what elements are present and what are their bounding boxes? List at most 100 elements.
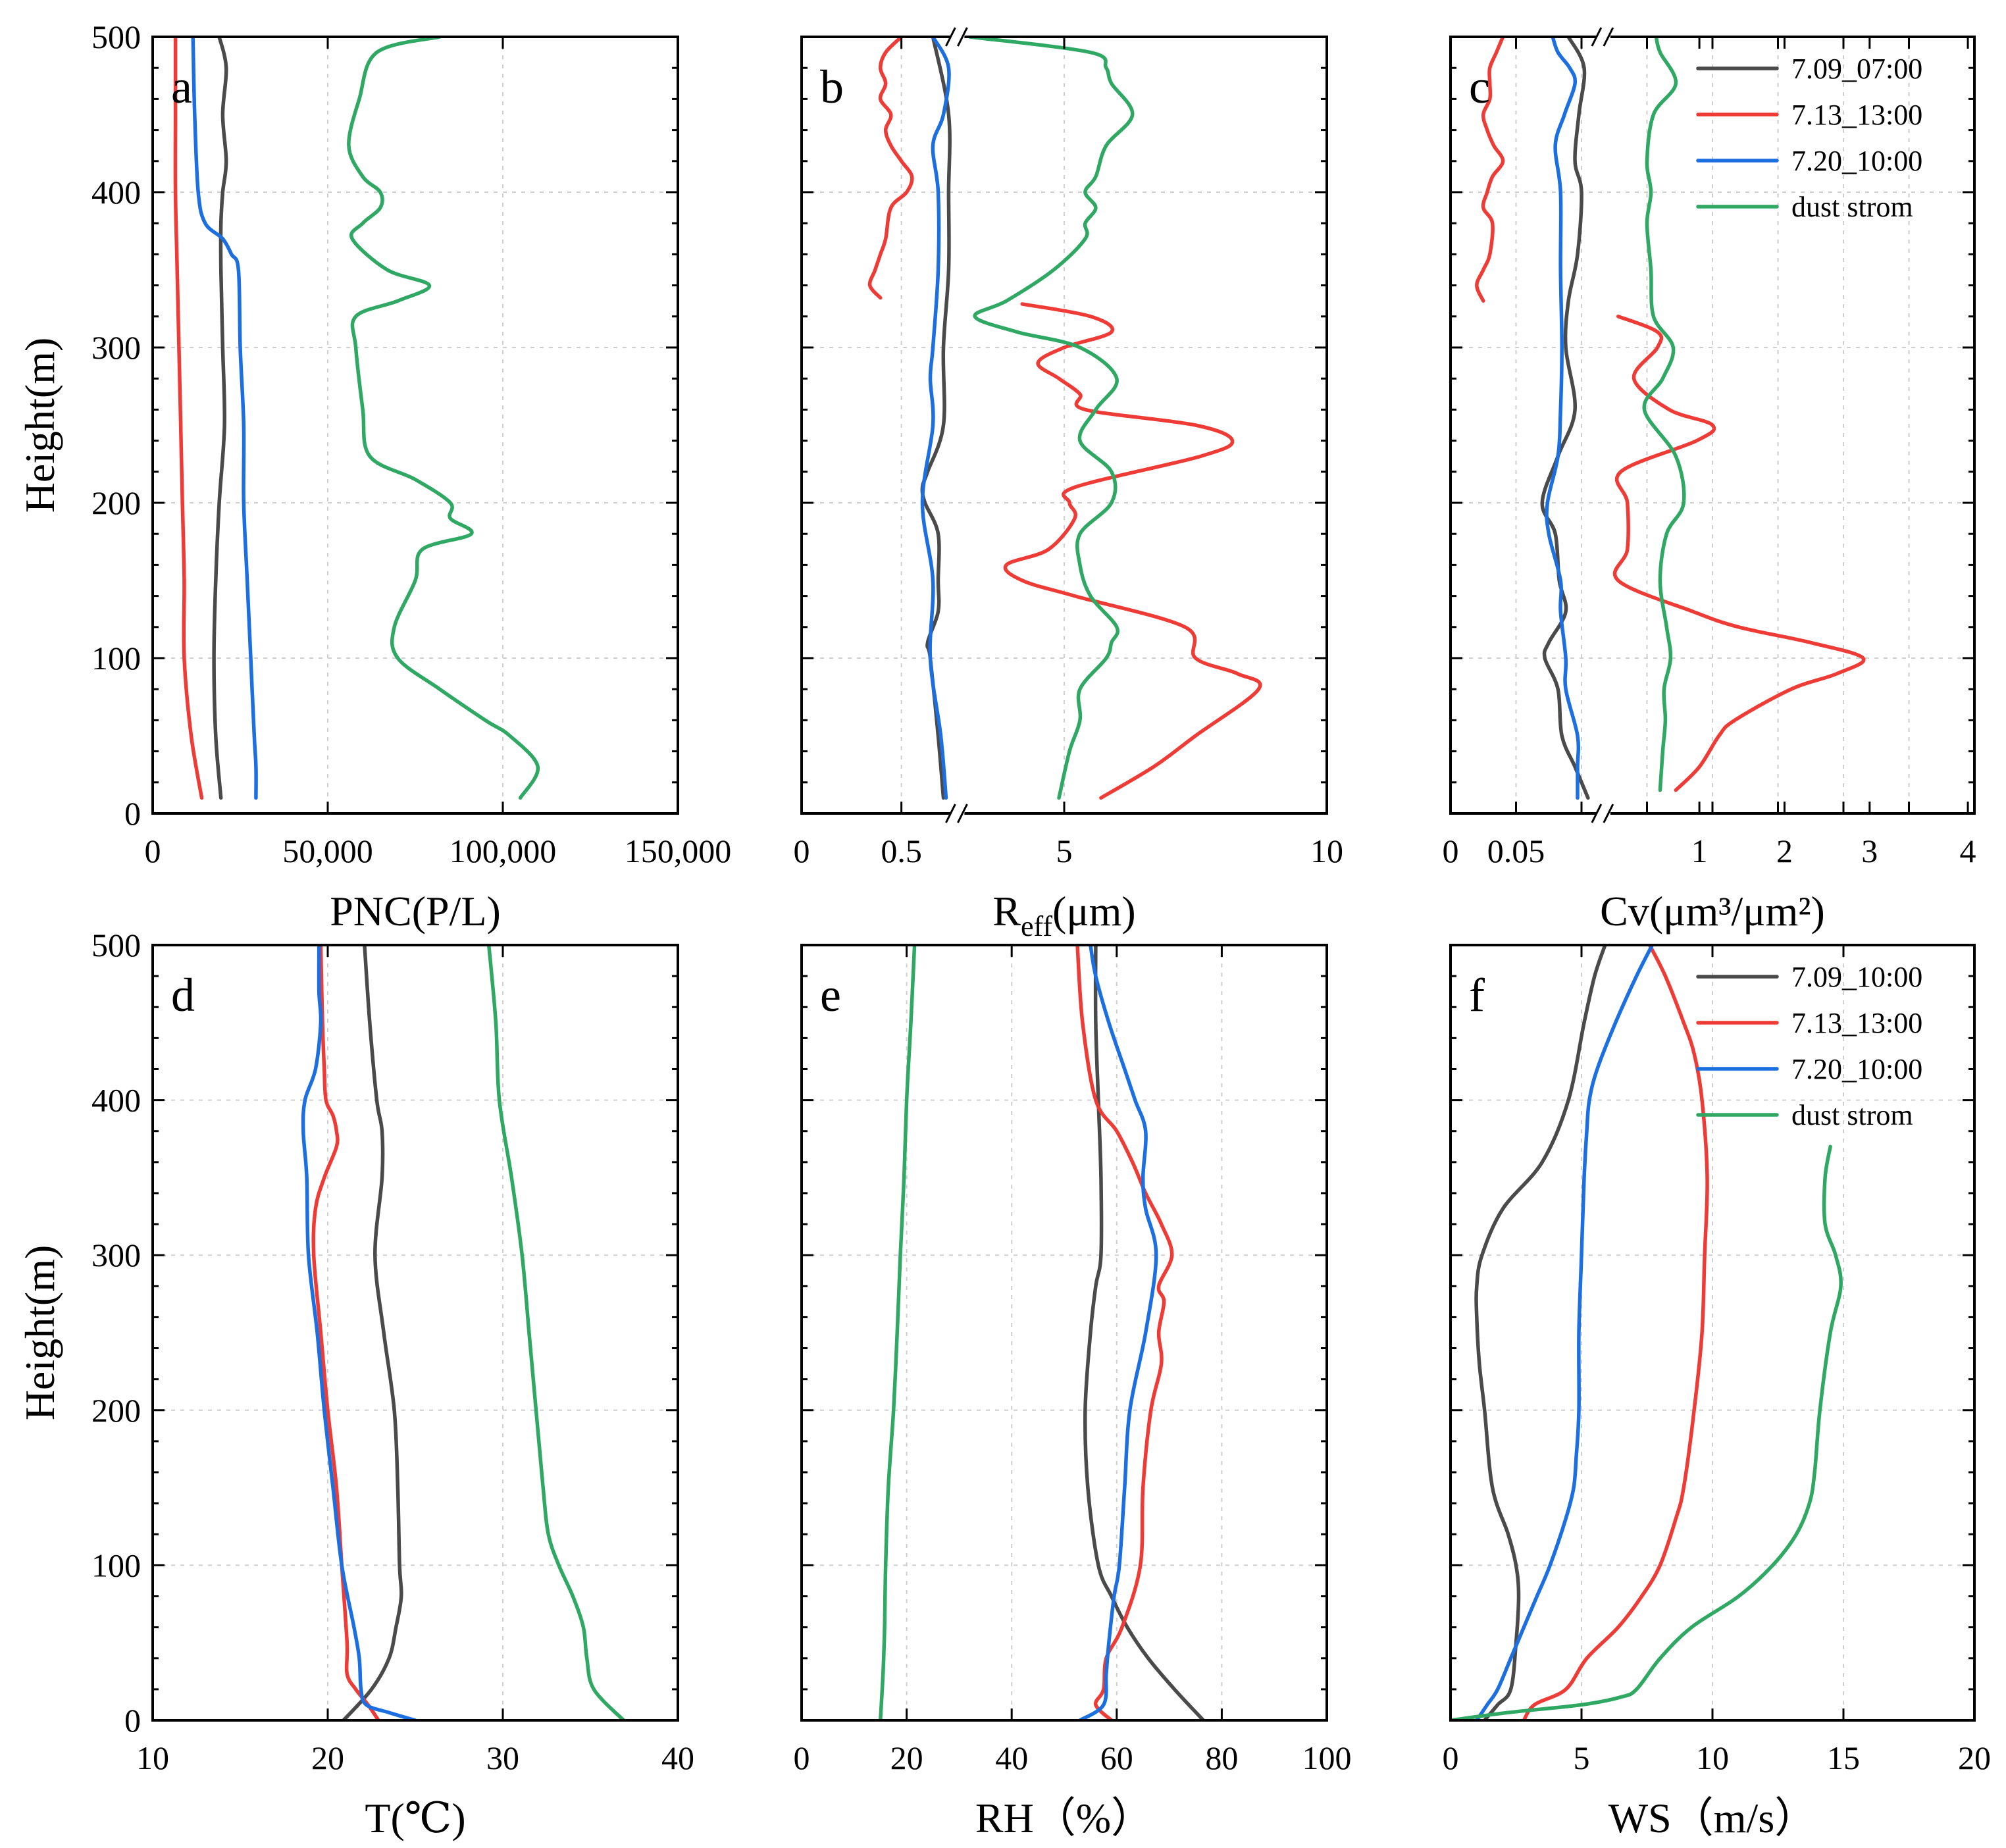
y-tick-label: 500 [91, 927, 141, 963]
series-line-green [347, 37, 540, 800]
panel-letter: f [1469, 969, 1485, 1021]
x-tick-label: 2 [1776, 833, 1793, 869]
x-tick-label: 10 [1696, 1739, 1729, 1776]
x-tick-label: 40 [995, 1739, 1028, 1776]
legend-label: dust strom [1791, 191, 1913, 223]
series-line-red [1003, 302, 1262, 800]
plot-frame [151, 36, 679, 815]
x-tick-label: 5 [1056, 833, 1073, 869]
x-tick-label: 0 [1443, 1739, 1459, 1776]
panel-letter: d [171, 969, 195, 1021]
series-line-blue [1078, 945, 1158, 1720]
legend-label: 7.13_13:00 [1791, 1007, 1922, 1039]
x-tick-label: 10 [1310, 833, 1343, 869]
series-line-black [1083, 945, 1206, 1720]
axis-break-mark [945, 804, 956, 823]
y-tick-label: 300 [91, 329, 141, 366]
legend-label: 7.09_10:00 [1791, 961, 1922, 993]
legend-label: 7.09_07:00 [1791, 53, 1922, 85]
x-tick-label: 0 [794, 833, 810, 869]
x-tick-label: 80 [1205, 1739, 1238, 1776]
y-tick-label: 200 [91, 1392, 141, 1429]
series-line-blue [1545, 37, 1581, 800]
x-axis-title: RH（%） [975, 1795, 1153, 1841]
series-line-blue [1475, 945, 1655, 1720]
x-tick-label: 100 [1302, 1739, 1352, 1776]
series-line-green [486, 945, 626, 1720]
series-line-black [920, 37, 952, 800]
series-line-red [1475, 37, 1505, 303]
series-line-green [878, 945, 917, 1720]
x-tick-label: 50,000 [282, 833, 373, 869]
axis-break-mark [957, 804, 968, 823]
series-line-red [1522, 945, 1709, 1720]
x-tick-label: 3 [1861, 833, 1878, 869]
x-tick-label: 0 [145, 833, 161, 869]
series-line-red [1612, 315, 1866, 792]
legend-label: 7.13_13:00 [1791, 99, 1922, 131]
y-tick-label: 0 [124, 1702, 141, 1739]
y-axis-title: Height(m) [16, 338, 63, 513]
y-tick-label: 500 [91, 18, 141, 55]
panel-e: 0 20 40 60 80 100 e RH（%） [794, 944, 1352, 1841]
x-tick-label: 30 [486, 1739, 519, 1776]
x-tick-label: 1 [1691, 833, 1708, 869]
y-tick-label: 100 [91, 640, 141, 677]
x-tick-label: 5 [1574, 1739, 1590, 1776]
series-line-black [1474, 945, 1607, 1720]
axis-break-mark [1591, 27, 1603, 47]
x-tick-label: 4 [1960, 833, 1976, 869]
series-line-green [1642, 37, 1686, 792]
x-axis-title: PNC(P/L) [330, 888, 501, 935]
x-tick-label: 60 [1100, 1739, 1133, 1776]
series-line-black [342, 945, 403, 1720]
x-tick-label: 150,000 [625, 833, 732, 869]
y-axis-title: Height(m) [16, 1245, 63, 1421]
y-tick-label: 400 [91, 174, 141, 211]
x-axis-title: Reff(μm) [992, 888, 1135, 942]
series-line-red [173, 37, 204, 800]
axis-break-mark [1591, 804, 1603, 823]
series-line-red [1075, 945, 1174, 1720]
y-tick-label: 100 [91, 1547, 141, 1583]
y-tick-label: 300 [91, 1237, 141, 1273]
plot-frame [151, 944, 679, 1722]
axis-break-mark [945, 27, 956, 47]
series-line-green [1451, 1144, 1843, 1720]
panel-letter: c [1469, 61, 1490, 113]
panel-a: 0 100 200 300 400 500 0 50,000 100,000 150,000 a PN… [16, 18, 731, 935]
plot-frame [800, 944, 1328, 1722]
series-line-green [967, 37, 1135, 800]
x-axis-title: WS（m/s） [1608, 1795, 1816, 1841]
y-tick-label: 400 [91, 1082, 141, 1119]
axis-break-mark [957, 27, 968, 47]
x-tick-label: 20 [311, 1739, 344, 1776]
y-tick-label: 200 [91, 484, 141, 521]
x-tick-label: 20 [1958, 1739, 1991, 1776]
axis-break-mark [1603, 804, 1614, 823]
panel-d: 0 100 200 300 400 500 10 20 30 40 d T(℃) Height(m) [16, 927, 694, 1841]
panel-letter: e [820, 969, 841, 1021]
x-axis-title: T(℃) [365, 1795, 465, 1841]
legend-label: 7.20_10:00 [1791, 145, 1922, 177]
series-line-blue [301, 945, 417, 1720]
legend-label: 7.20_10:00 [1791, 1053, 1922, 1085]
panel-b: 0 0.5 5 10 b Reff(μm) [794, 27, 1343, 942]
series-line-blue [920, 37, 951, 800]
series-line-red [311, 945, 380, 1720]
panel-f: 0 5 10 15 20 f WS（m/s） 7.09_10:00 7.13_13:00 7.20… [1443, 944, 1991, 1841]
series-line-blue [191, 37, 258, 800]
series-line-red [867, 37, 914, 300]
axis-break-mark [1603, 27, 1614, 47]
x-tick-label: 10 [136, 1739, 169, 1776]
panel-letter: b [820, 61, 844, 113]
x-tick-label: 20 [890, 1739, 923, 1776]
x-axis-title: Cv(μm³/μm²) [1600, 888, 1825, 935]
y-tick-label: 0 [124, 795, 141, 832]
panel-c: 0 0.05 1 2 3 4 c Cv(μm³/μm²) 7.09_07:00 7.13_13:0… [1443, 27, 1976, 935]
series-line-black [212, 37, 228, 800]
x-tick-label: 40 [661, 1739, 694, 1776]
panel-letter: a [171, 61, 192, 113]
